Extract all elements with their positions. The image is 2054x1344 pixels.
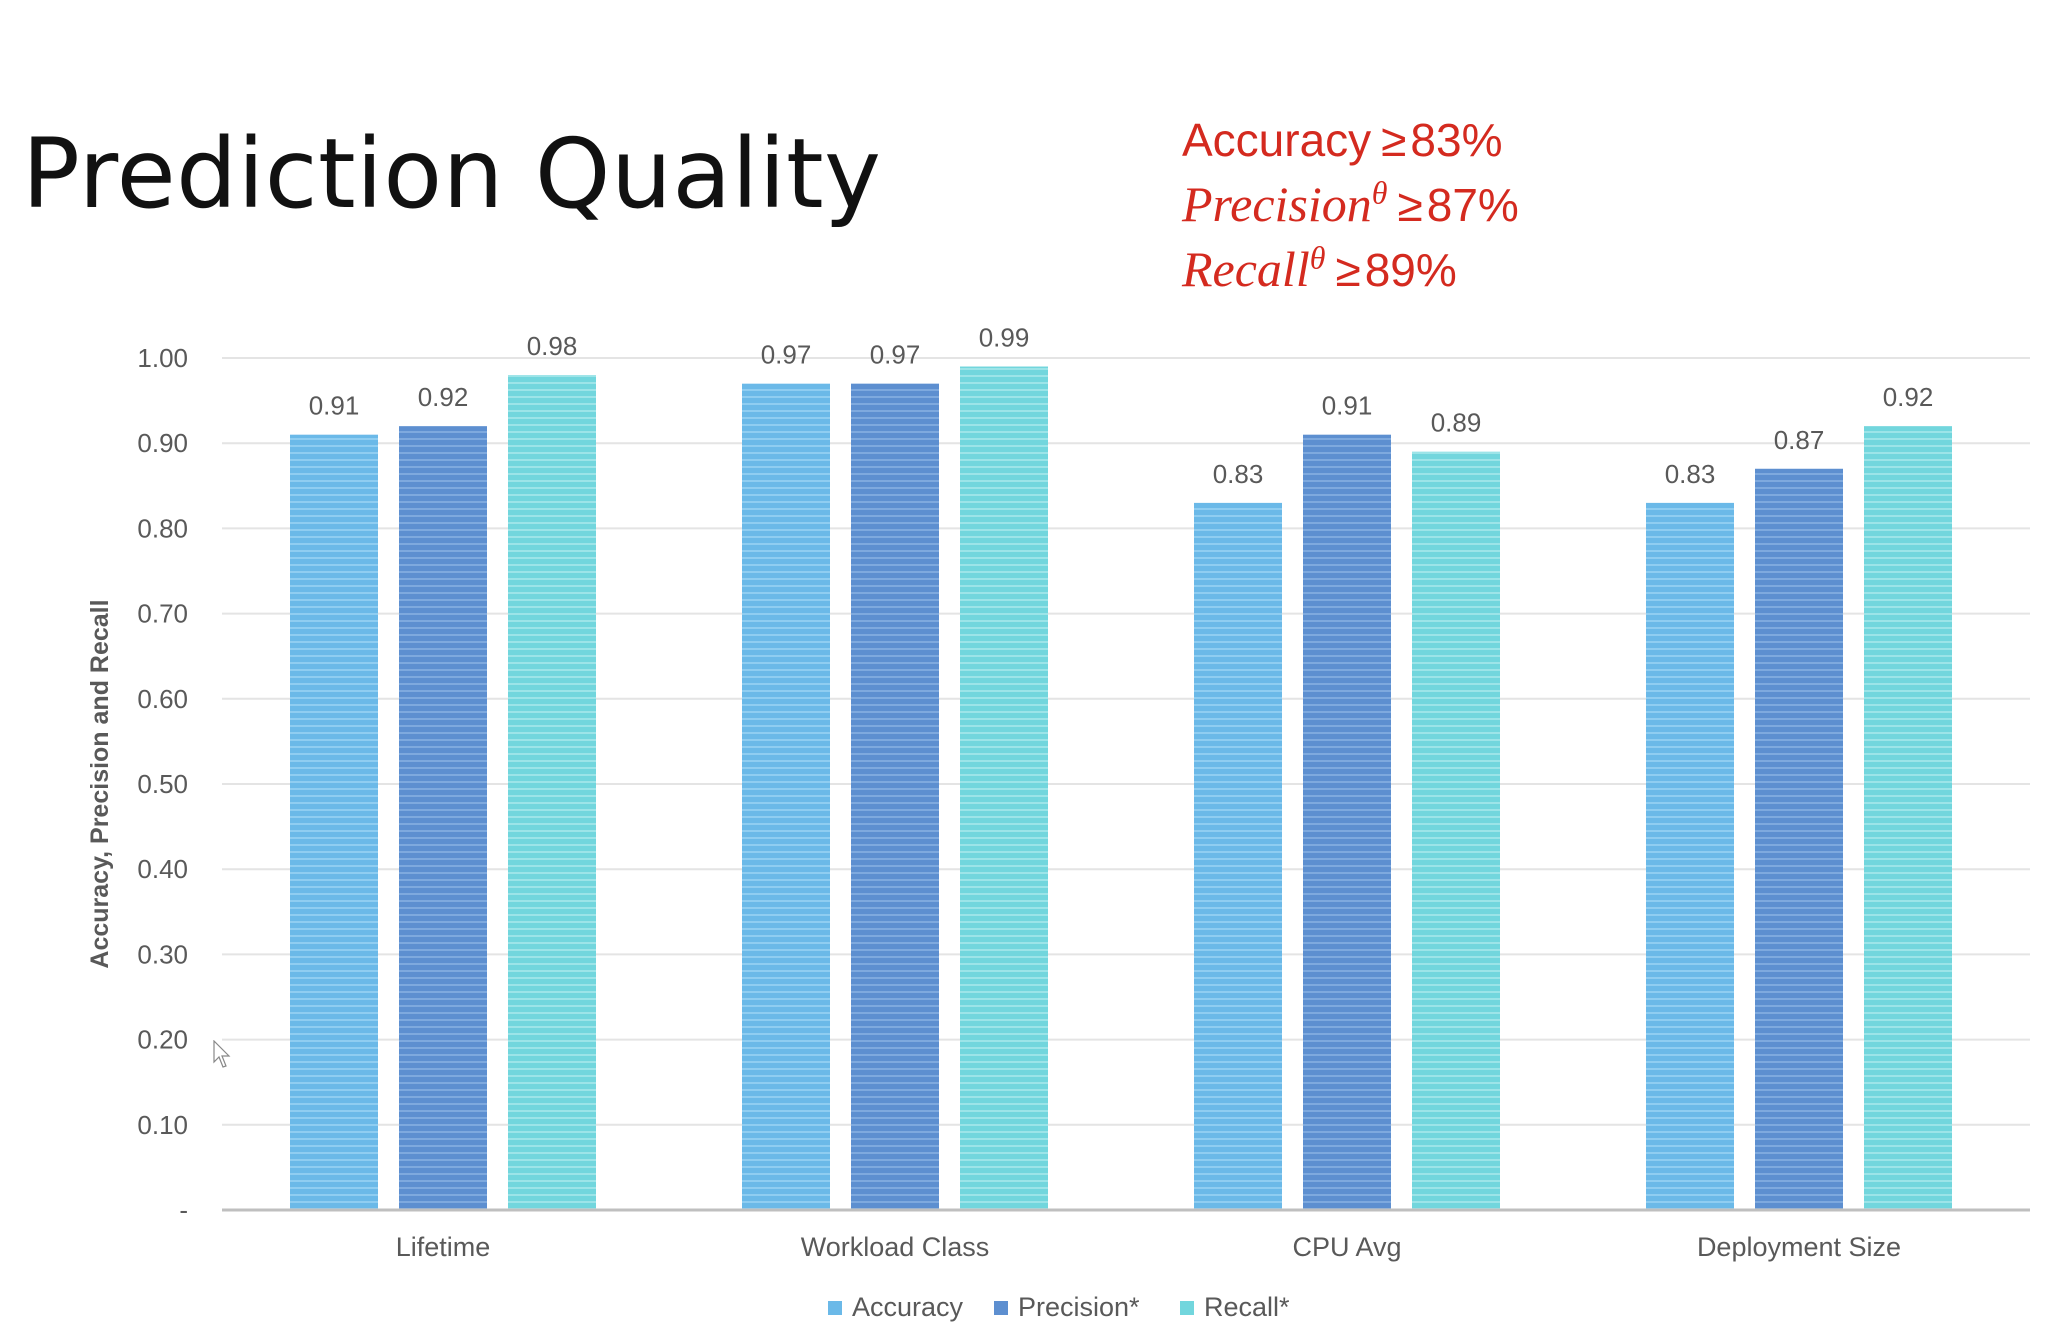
legend: Accuracy Precision* Recall* — [828, 1292, 1290, 1322]
bar-accuracy — [1646, 502, 1734, 1211]
y-axis-ticks: - 0.10 0.20 0.30 0.40 0.50 0.60 0.70 0.80 0.90 1.0… — [137, 343, 188, 1225]
legend-swatch-recall — [1180, 1301, 1194, 1315]
y-tick-label: 0.80 — [137, 513, 188, 543]
bar-value-label: 0.99 — [979, 323, 1030, 353]
legend-label-recall: Recall* — [1204, 1292, 1290, 1322]
metric-precision-value: 87% — [1426, 179, 1519, 231]
bar-recall — [960, 366, 1048, 1210]
legend-label-accuracy: Accuracy — [852, 1292, 964, 1322]
bar-value-label: 0.91 — [1322, 391, 1373, 421]
bar-value-label: 0.87 — [1774, 425, 1825, 455]
value-labels: 0.91 0.92 0.98 0.97 0.97 0.99 0.83 0.91 0.89 0.83… — [309, 323, 1934, 489]
bar-value-label: 0.98 — [527, 331, 578, 361]
x-category-label: Lifetime — [396, 1232, 491, 1262]
x-category-label: Deployment Size — [1697, 1232, 1901, 1262]
metric-accuracy-value: 83% — [1410, 114, 1503, 166]
metric-recall-label: Recall — [1182, 241, 1310, 297]
bar-value-label: 0.83 — [1213, 459, 1264, 489]
metric-recall-value: 89% — [1364, 244, 1457, 296]
y-tick-label: 0.20 — [137, 1025, 188, 1055]
y-tick-label: 0.40 — [137, 854, 188, 884]
metric-recall-theta: θ — [1309, 239, 1326, 276]
bar-recall — [1864, 426, 1952, 1210]
metric-precision-theta: θ — [1371, 174, 1388, 211]
y-tick-label: 0.60 — [137, 684, 188, 714]
bar-value-label: 0.89 — [1431, 408, 1482, 438]
y-tick-label: 0.30 — [137, 939, 188, 969]
bar-accuracy — [742, 383, 830, 1210]
metric-accuracy: Accuracy ≥83% — [1182, 108, 1519, 172]
x-category-label: CPU Avg — [1292, 1232, 1401, 1262]
metric-precision-label: Precision — [1182, 176, 1372, 232]
metric-accuracy-name: Accuracy — [1182, 114, 1372, 166]
bar-precision — [1755, 468, 1843, 1210]
y-tick-label: - — [179, 1195, 188, 1225]
bar-accuracy — [1194, 502, 1282, 1211]
bar-value-label: 0.92 — [418, 382, 469, 412]
x-category-label: Workload Class — [801, 1232, 990, 1262]
metric-recall: Recallθ ≥89% — [1182, 237, 1519, 302]
y-tick-label: 0.10 — [137, 1110, 188, 1140]
bar-value-label: 0.83 — [1665, 459, 1716, 489]
metric-thresholds: Accuracy ≥83% Precisionθ ≥87% Recallθ ≥89% — [1182, 108, 1519, 302]
y-tick-label: 0.70 — [137, 599, 188, 629]
metric-recall-name: Recallθ — [1182, 241, 1325, 297]
legend-label-precision: Precision* — [1018, 1292, 1140, 1322]
metric-accuracy-op: ≥ — [1381, 114, 1407, 166]
bar-value-label: 0.91 — [309, 391, 360, 421]
legend-swatch-accuracy — [828, 1301, 842, 1315]
bar-chart: - 0.10 0.20 0.30 0.40 0.50 0.60 0.70 0.80 0.90 1.0… — [86, 323, 2030, 1322]
y-tick-label: 0.50 — [137, 769, 188, 799]
bar-precision — [851, 383, 939, 1210]
y-axis-title: Accuracy, Precision and Recall — [86, 599, 114, 968]
bar-value-label: 0.97 — [761, 340, 812, 370]
bar-accuracy — [290, 434, 378, 1210]
bar-recall — [1412, 451, 1500, 1211]
metric-precision-name: Precisionθ — [1182, 176, 1388, 232]
metric-precision: Precisionθ ≥87% — [1182, 172, 1519, 237]
slide-title: Prediction Quality — [22, 118, 882, 230]
bar-value-label: 0.92 — [1883, 382, 1934, 412]
y-tick-label: 1.00 — [137, 343, 188, 373]
bar-precision — [1303, 434, 1391, 1210]
x-axis-categories: Lifetime Workload Class CPU Avg Deployment … — [396, 1232, 1901, 1262]
bar-value-label: 0.97 — [870, 340, 921, 370]
bar-recall — [508, 375, 596, 1210]
bars — [290, 366, 1952, 1211]
metric-precision-op: ≥ — [1397, 179, 1423, 231]
y-tick-label: 0.90 — [137, 428, 188, 458]
metric-recall-op: ≥ — [1335, 244, 1361, 296]
bar-precision — [399, 426, 487, 1210]
legend-swatch-precision — [994, 1301, 1008, 1315]
mouse-cursor-icon — [213, 1040, 231, 1068]
